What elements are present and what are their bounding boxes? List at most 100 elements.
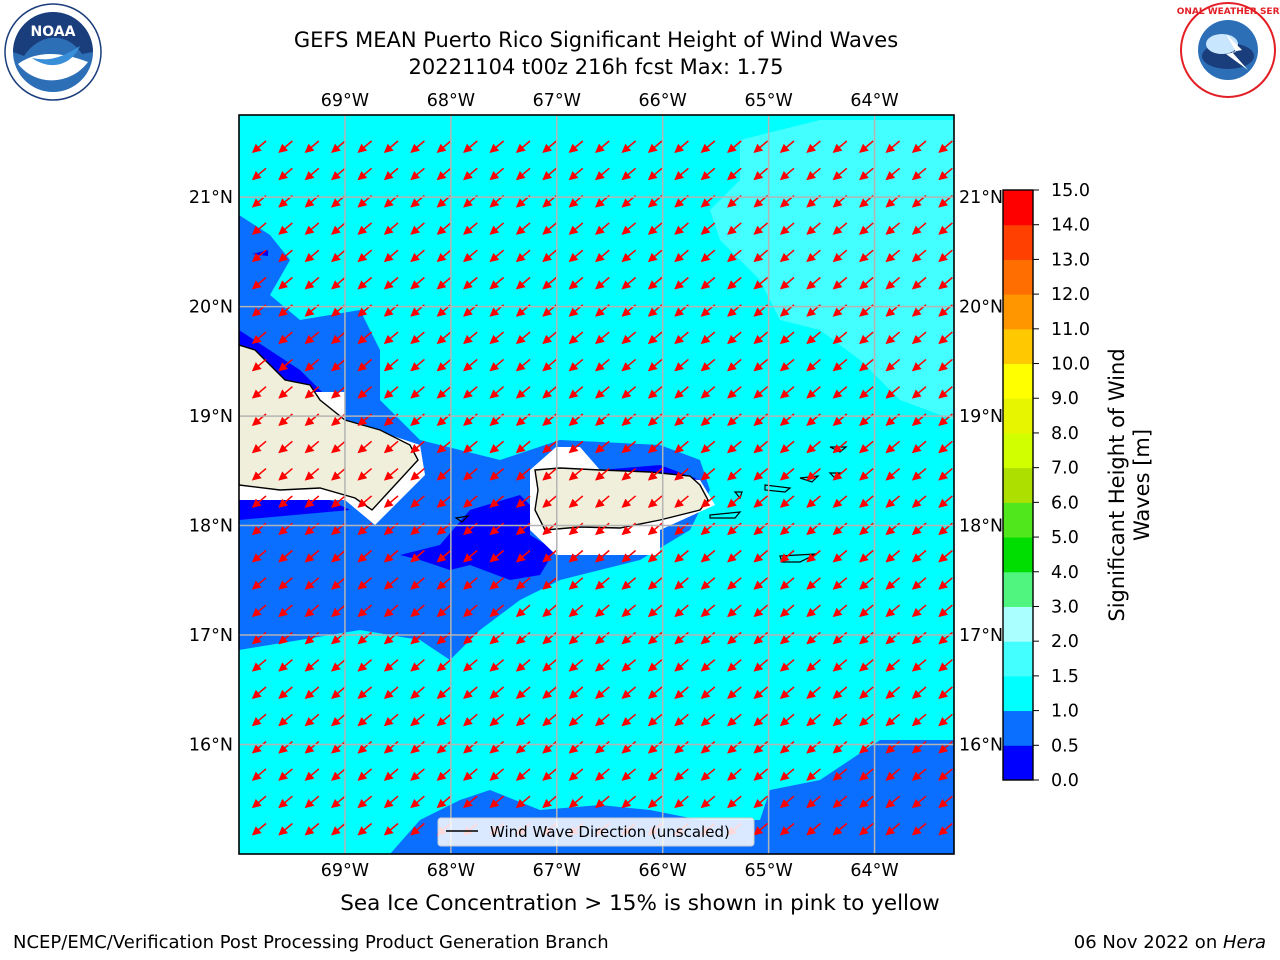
wind-arrow [621, 440, 637, 454]
wind-arrow [410, 167, 425, 181]
wind-arrow [674, 276, 689, 290]
wind-arrow [489, 741, 505, 754]
wind-arrow [832, 768, 848, 781]
wind-arrow [885, 440, 901, 454]
wind-arrow [727, 140, 742, 153]
wind-arrow [436, 276, 452, 290]
legend-label: Wind Wave Direction (unscaled) [490, 823, 730, 841]
wind-arrow [357, 577, 373, 590]
wind-arrow [911, 713, 927, 727]
wind-arrow [832, 795, 848, 809]
wind-arrow [753, 713, 769, 727]
wind-arrow [859, 549, 874, 563]
wind-arrow [727, 468, 742, 481]
wind-arrow [885, 167, 901, 181]
wind-arrow [436, 167, 452, 181]
wind-arrow [595, 276, 610, 290]
wind-arrow [779, 768, 795, 781]
wind-arrow [568, 577, 584, 590]
lon-tick-label-top: 68°W [427, 91, 475, 111]
colorbar-tick-label: 15.0 [1051, 181, 1090, 201]
wind-arrow [463, 741, 478, 754]
wind-arrow [278, 768, 293, 781]
wind-arrow [753, 549, 769, 563]
colorbar-tick-label: 0.0 [1051, 771, 1079, 791]
colorbar-segment [1003, 537, 1033, 573]
wind-arrow [911, 577, 927, 590]
colorbar-tick-label: 7.0 [1051, 459, 1079, 479]
wind-arrow [515, 604, 531, 618]
wind-arrow [753, 167, 769, 181]
wind-arrow [542, 249, 557, 263]
noaa-logo-icon: NOAA [4, 3, 102, 101]
wind-arrow [859, 795, 874, 809]
lon-tick-label-bottom: 65°W [744, 861, 792, 881]
wind-arrow [568, 468, 584, 481]
lat-tick-label-left: 19°N [189, 407, 233, 427]
lat-tick-label-left: 18°N [189, 517, 233, 537]
wind-arrow [832, 249, 848, 263]
wind-arrow [647, 659, 663, 672]
wind-arrow [621, 249, 637, 263]
wind-arrow [938, 249, 953, 263]
wind-arrow [595, 795, 610, 809]
wind-arrow [489, 249, 505, 263]
wind-arrow [832, 386, 848, 399]
wind-arrow [568, 604, 584, 618]
wind-arrow [278, 549, 293, 563]
wind-arrow [383, 631, 399, 645]
colorbar-tick-label: 14.0 [1051, 216, 1090, 236]
wind-arrow [331, 386, 346, 399]
wind-arrow [674, 468, 689, 481]
wind-arrow [251, 768, 267, 781]
wind-arrow [647, 276, 663, 290]
wind-arrow [595, 468, 610, 481]
wind-arrow [542, 768, 557, 781]
wind-arrow [911, 549, 927, 563]
colorbar-segment [1003, 363, 1033, 399]
wind-arrow [410, 795, 425, 809]
wind-arrow [410, 604, 425, 618]
wind-arrow [278, 822, 293, 836]
wind-arrow [410, 440, 425, 454]
wind-arrow [647, 604, 663, 618]
wind-arrow [542, 795, 557, 809]
colorbar-tick-label: 1.5 [1051, 667, 1079, 687]
lon-tick-label-top: 65°W [744, 91, 792, 111]
wind-arrow [383, 741, 399, 754]
wind-arrow [621, 577, 637, 590]
wind-arrow [304, 468, 320, 481]
wind-arrow [542, 577, 557, 590]
wind-arrow [753, 495, 769, 508]
wind-arrow [779, 222, 795, 235]
wind-arrow [331, 795, 346, 809]
wind-arrow [463, 549, 478, 563]
wind-arrow [885, 249, 901, 263]
wind-arrow [621, 713, 637, 727]
wind-arrow [515, 713, 531, 727]
wind-arrow [647, 768, 663, 781]
wind-arrow [304, 795, 320, 809]
wind-arrow [859, 468, 874, 481]
wind-arrow [410, 249, 425, 263]
wind-arrow [251, 659, 267, 672]
wind-arrow [700, 358, 716, 372]
wind-arrow [304, 386, 320, 399]
wind-arrow [911, 495, 927, 508]
wind-arrow [779, 495, 795, 508]
colorbar-frame [1002, 189, 1034, 781]
wind-arrow [727, 659, 742, 672]
wind-arrow [859, 276, 874, 290]
wind-arrow [278, 604, 293, 618]
wind-arrow [727, 331, 742, 345]
wind-arrow [278, 386, 293, 399]
wind-arrow [331, 768, 346, 781]
wind-arrow [779, 358, 795, 372]
wind-arrow [911, 331, 927, 345]
wind-arrow [304, 713, 320, 727]
wind-arrow [515, 631, 531, 645]
wind-arrow [753, 468, 769, 481]
wind-arrow [568, 358, 584, 372]
wind-arrow [278, 631, 293, 645]
wind-arrow [727, 440, 742, 454]
